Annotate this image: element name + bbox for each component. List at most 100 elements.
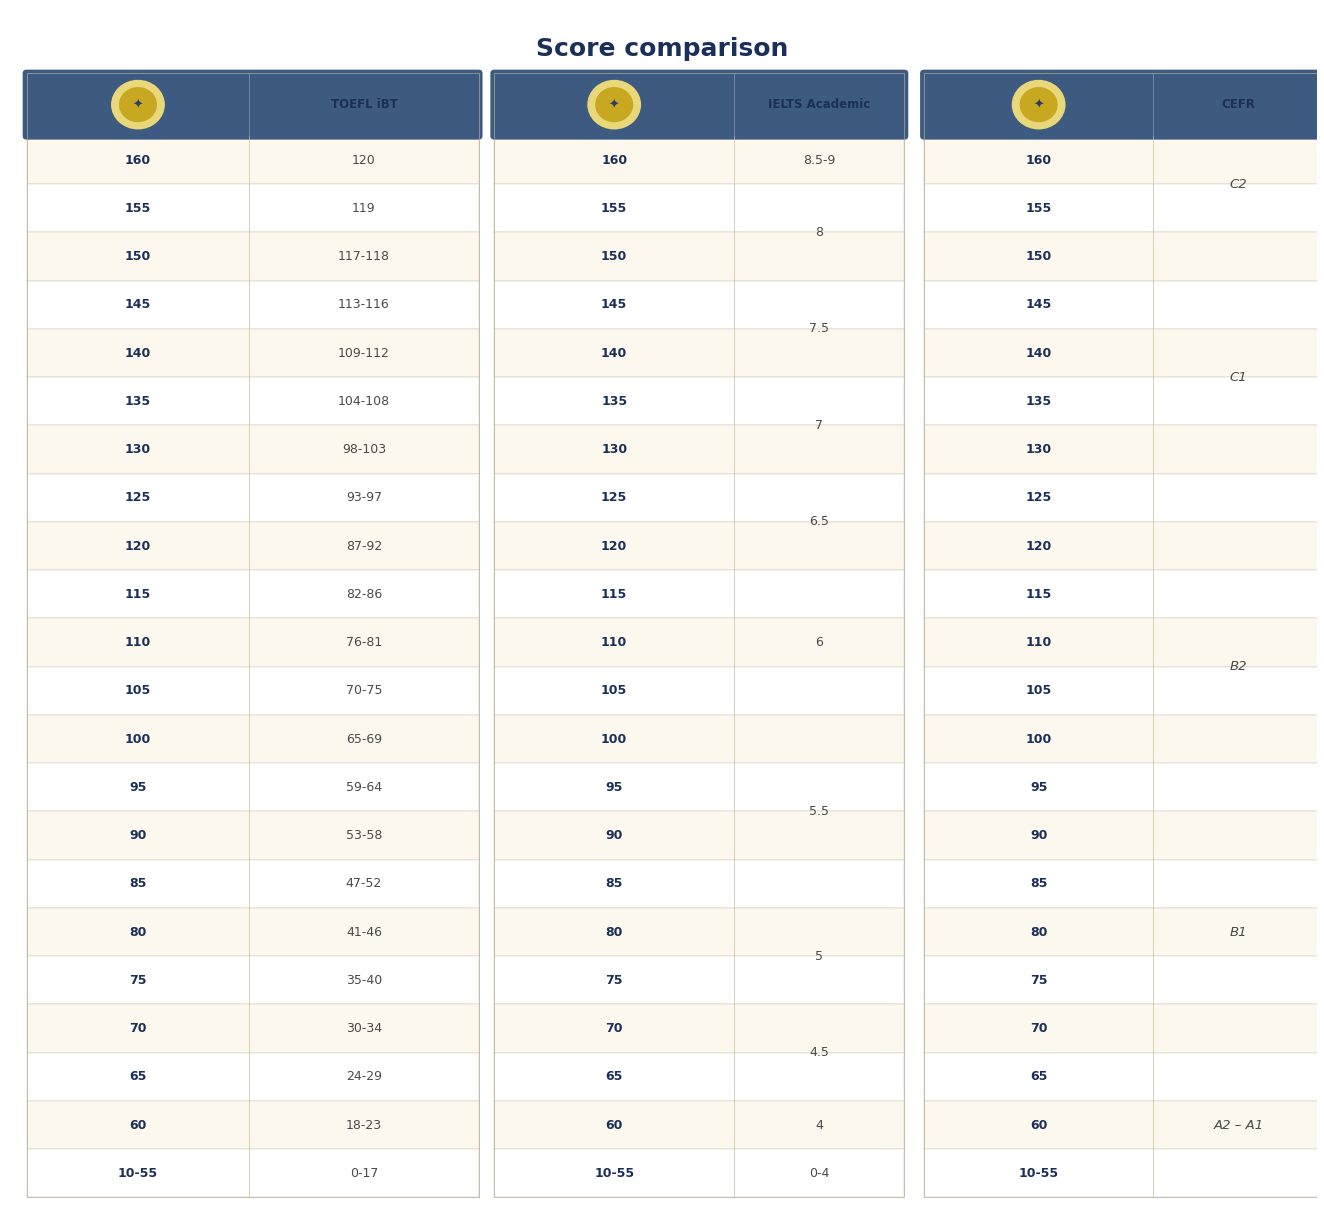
Text: 10-55: 10-55 [118, 1166, 158, 1180]
Text: 24-29: 24-29 [346, 1070, 381, 1083]
Bar [494, 1100, 904, 1149]
Text: 41-46: 41-46 [346, 926, 381, 938]
Text: 155: 155 [1026, 201, 1051, 215]
Text: 104-108: 104-108 [338, 395, 391, 407]
Text: 119: 119 [352, 201, 376, 215]
Text: 75: 75 [605, 974, 622, 987]
Text: 155: 155 [124, 201, 151, 215]
Text: 47-52: 47-52 [346, 877, 383, 891]
Bar [924, 619, 1324, 666]
Bar [924, 281, 1324, 329]
Text: 70: 70 [605, 1022, 622, 1035]
Bar [494, 281, 904, 329]
Bar [494, 377, 904, 426]
Text: 125: 125 [1026, 492, 1051, 504]
Text: 115: 115 [1026, 588, 1051, 600]
Text: 18-23: 18-23 [346, 1119, 383, 1131]
Text: 90: 90 [1030, 830, 1047, 842]
Text: 8.5-9: 8.5-9 [804, 154, 835, 167]
Text: C2: C2 [1230, 178, 1247, 190]
Text: 5.5: 5.5 [809, 805, 829, 817]
Text: 7: 7 [816, 418, 824, 432]
Bar [494, 184, 904, 233]
Text: 95: 95 [605, 781, 622, 794]
Text: 160: 160 [124, 154, 151, 167]
Bar [26, 908, 478, 956]
Bar [494, 570, 904, 619]
Text: 105: 105 [601, 684, 628, 698]
Text: 53-58: 53-58 [346, 830, 383, 842]
Circle shape [119, 88, 156, 122]
Text: 115: 115 [124, 588, 151, 600]
Circle shape [588, 81, 641, 129]
Bar [494, 473, 904, 522]
Bar [494, 908, 904, 956]
Text: 95: 95 [1030, 781, 1047, 794]
Text: 70-75: 70-75 [346, 684, 383, 698]
Text: 6.5: 6.5 [809, 516, 829, 528]
Text: 150: 150 [124, 250, 151, 264]
Text: 75: 75 [130, 974, 147, 987]
Bar [924, 377, 1324, 426]
Text: 76-81: 76-81 [346, 636, 383, 649]
Text: 85: 85 [605, 877, 622, 891]
Text: A2 – A1: A2 – A1 [1213, 1119, 1263, 1131]
Bar [26, 73, 478, 1197]
Text: CEFR: CEFR [1222, 98, 1255, 111]
Text: 10-55: 10-55 [594, 1166, 634, 1180]
Bar [494, 860, 904, 908]
Text: ✦: ✦ [609, 98, 620, 111]
Circle shape [111, 81, 164, 129]
Bar [494, 1053, 904, 1100]
Text: 105: 105 [1026, 684, 1051, 698]
FancyBboxPatch shape [23, 70, 482, 139]
Text: 82-86: 82-86 [346, 588, 383, 600]
Bar [26, 811, 478, 860]
Text: 80: 80 [130, 926, 147, 938]
Bar [924, 426, 1324, 473]
Bar [26, 377, 478, 426]
Text: TOEFL iBT: TOEFL iBT [331, 98, 397, 111]
Bar [494, 715, 904, 764]
Text: 135: 135 [601, 395, 628, 407]
Bar [924, 860, 1324, 908]
Text: 0-17: 0-17 [350, 1166, 379, 1180]
Text: 155: 155 [601, 201, 628, 215]
Text: 140: 140 [1026, 346, 1051, 360]
Bar [924, 956, 1324, 1004]
Bar [26, 956, 478, 1004]
Bar [924, 135, 1324, 184]
Bar [494, 1004, 904, 1053]
Text: 120: 120 [1026, 539, 1051, 553]
Text: 135: 135 [124, 395, 151, 407]
Bar [924, 1100, 1324, 1149]
Bar [494, 329, 904, 377]
Text: 120: 120 [124, 539, 151, 553]
Text: B1: B1 [1230, 926, 1247, 938]
Bar [494, 811, 904, 860]
Bar [494, 522, 904, 570]
Text: 4: 4 [816, 1119, 824, 1131]
Bar [924, 715, 1324, 764]
Bar [924, 666, 1324, 715]
Text: 110: 110 [124, 636, 151, 649]
Text: 109-112: 109-112 [338, 346, 389, 360]
Circle shape [1013, 81, 1064, 129]
Bar [924, 522, 1324, 570]
Text: 120: 120 [601, 539, 628, 553]
Text: 140: 140 [124, 346, 151, 360]
Text: 70: 70 [130, 1022, 147, 1035]
Bar [494, 1149, 904, 1197]
Text: 65: 65 [130, 1070, 147, 1083]
Text: 35-40: 35-40 [346, 974, 383, 987]
Text: 60: 60 [1030, 1119, 1047, 1131]
Text: 70: 70 [1030, 1022, 1047, 1035]
Bar [26, 426, 478, 473]
Text: 4.5: 4.5 [809, 1046, 829, 1059]
Bar [26, 473, 478, 522]
Text: Score comparison: Score comparison [536, 37, 788, 61]
Text: 145: 145 [1026, 299, 1051, 311]
Text: 65: 65 [605, 1070, 622, 1083]
Text: 65-69: 65-69 [346, 732, 383, 745]
Bar [924, 184, 1324, 233]
